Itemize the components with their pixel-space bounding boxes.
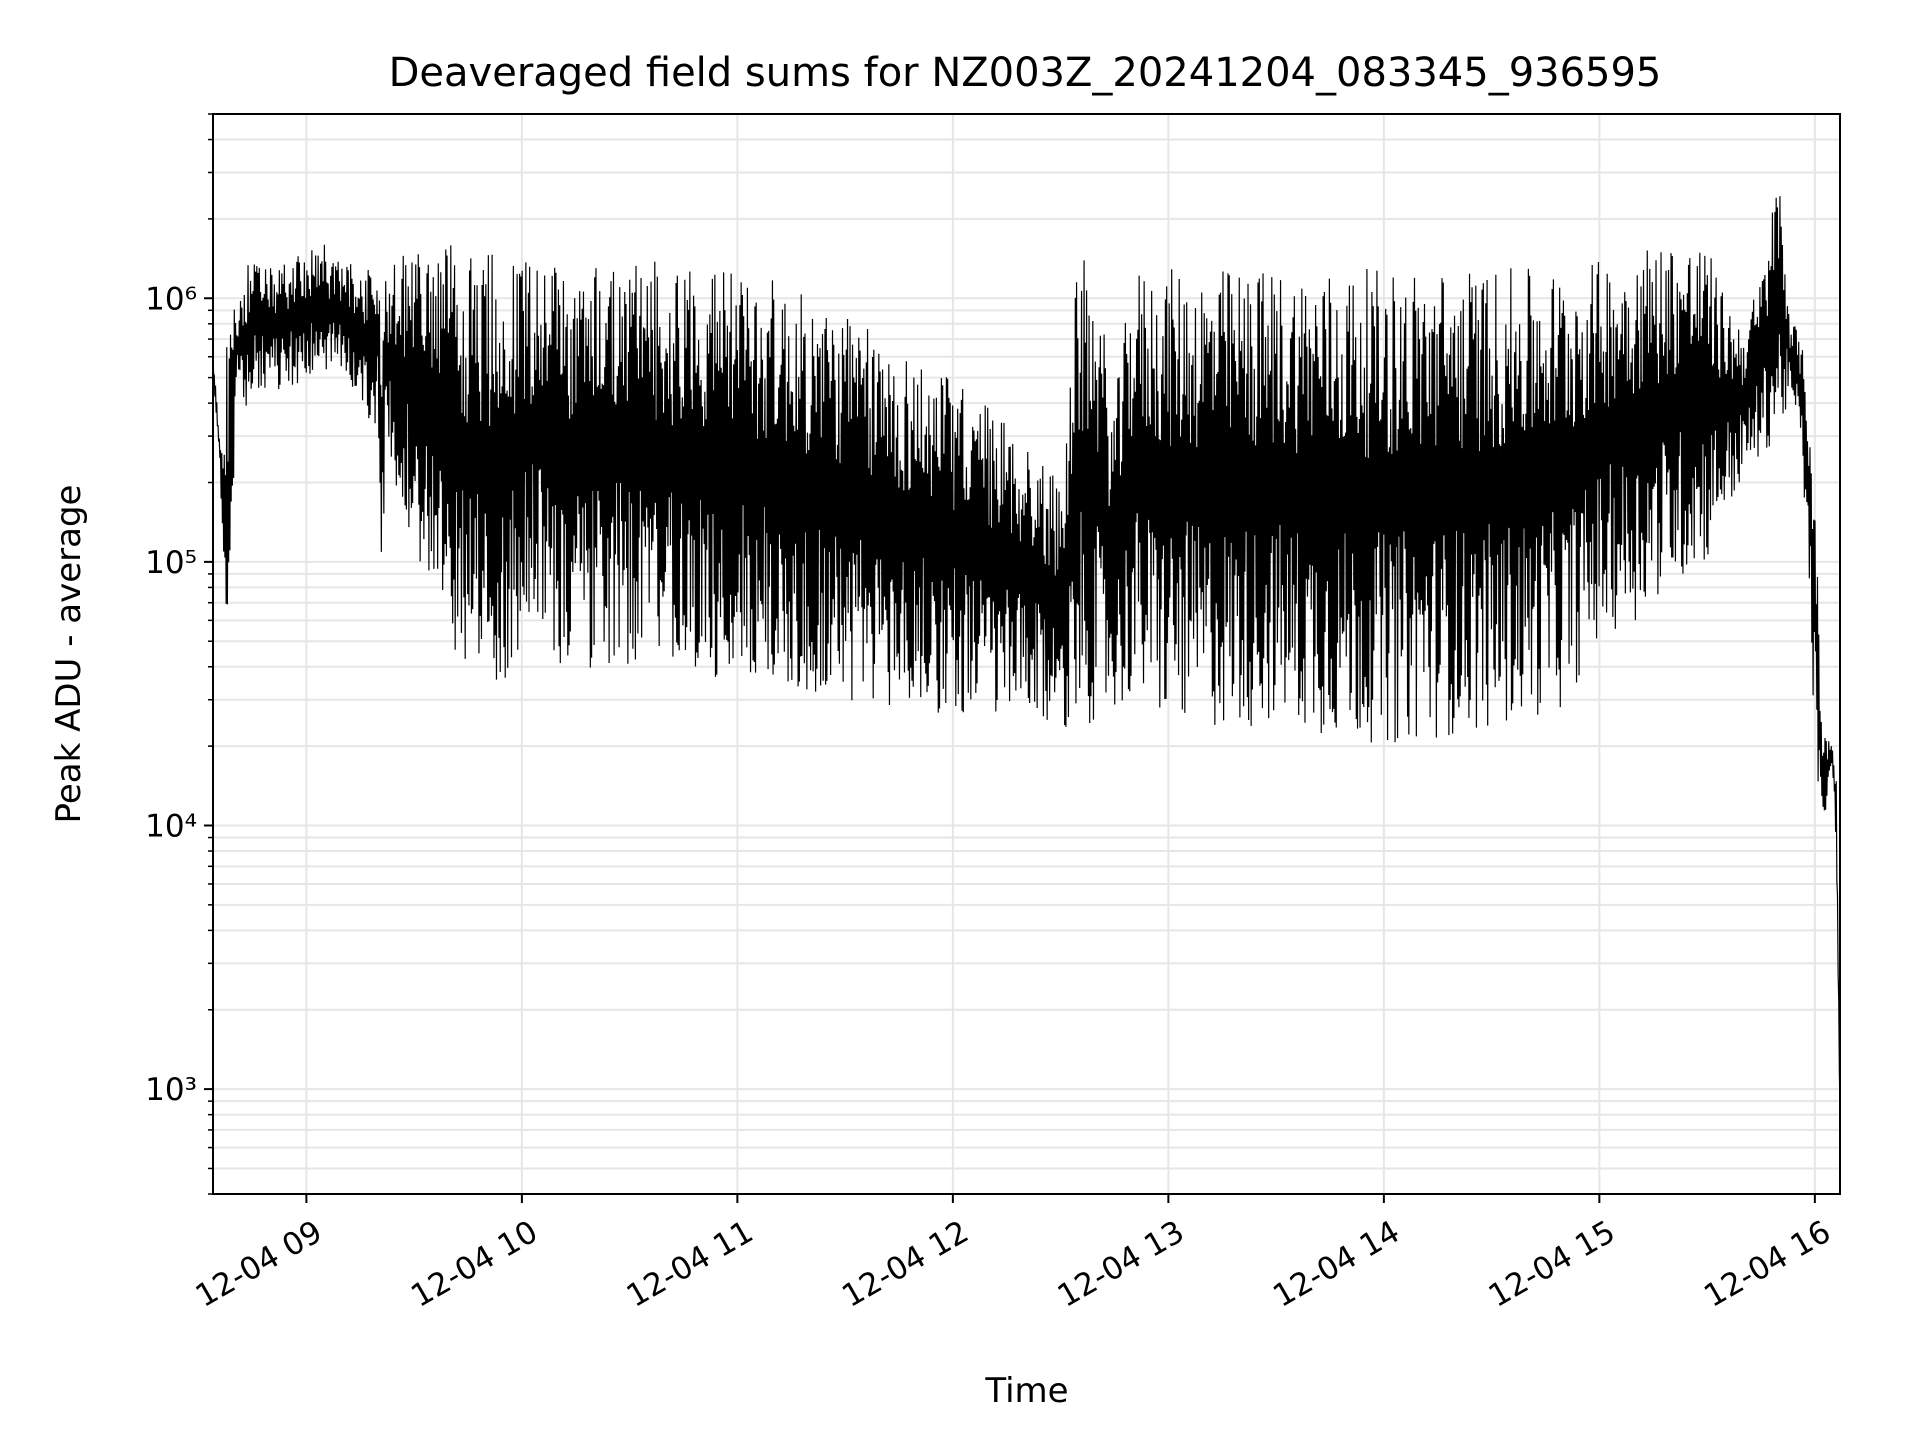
chart-title: Deaveraged field sums for NZ003Z_2024120… <box>389 50 1662 96</box>
y-axis-label: Peak ADU - average <box>49 485 89 824</box>
y-tick-labels: 10³ 10⁴ 10⁵ 10⁶ <box>145 281 197 1108</box>
plot-frame <box>212 113 1841 1195</box>
y-tick-label: 10⁵ <box>145 545 197 581</box>
x-axis-label: Time <box>984 1371 1068 1411</box>
series-layer <box>212 196 1841 1169</box>
series-line <box>212 196 1841 1169</box>
tick-layer <box>204 113 1816 1203</box>
y-tick-label: 10³ <box>145 1072 197 1108</box>
y-tick-label: 10⁶ <box>145 281 197 317</box>
y-tick-label: 10⁴ <box>145 808 197 844</box>
